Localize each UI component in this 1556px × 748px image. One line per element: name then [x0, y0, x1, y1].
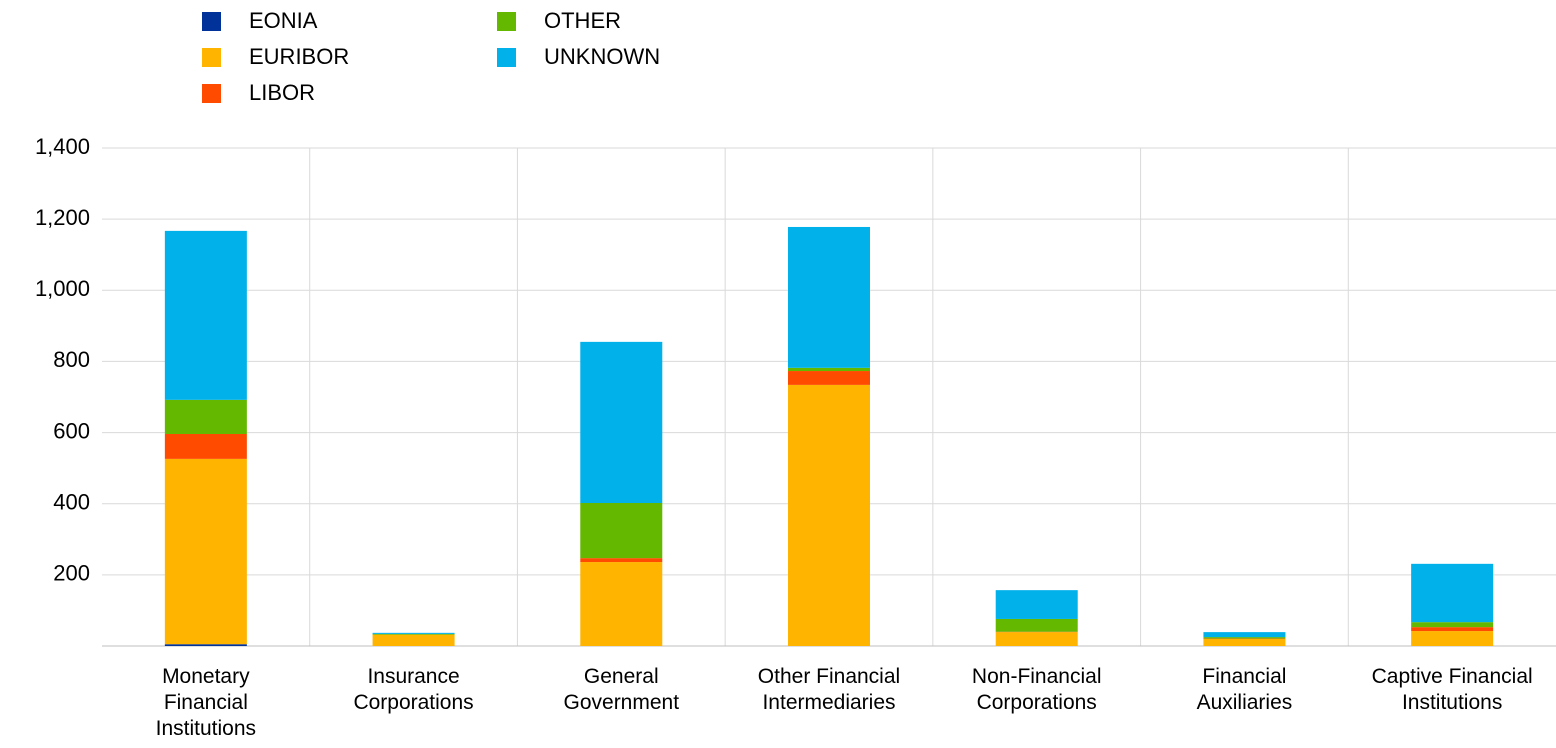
- legend-swatch: [202, 48, 221, 67]
- bar-segment: [580, 341, 663, 504]
- y-tick-label: 1,200: [35, 205, 90, 230]
- bar-segment: [164, 399, 247, 434]
- y-tick-label: 1,400: [35, 134, 90, 159]
- y-tick-label: 600: [53, 418, 90, 443]
- bar-segment: [1411, 627, 1494, 632]
- legend-label: OTHER: [544, 8, 621, 33]
- x-tick-label: Financial Auxiliaries: [1196, 665, 1293, 714]
- x-tick-label: Monetary Financial Institutions: [155, 665, 257, 740]
- bar-segment: [1203, 638, 1286, 646]
- bar-segment: [995, 618, 1078, 632]
- bar-segment: [1411, 563, 1494, 623]
- bar-segment: [164, 230, 247, 400]
- bar-segment: [164, 458, 247, 645]
- x-tick-label: General Government: [563, 665, 680, 714]
- x-tick-label: Non-Financial Corporations: [971, 665, 1102, 714]
- bar-segment: [372, 632, 455, 634]
- bar-segment: [1203, 632, 1286, 638]
- bar-segment: [372, 634, 455, 646]
- x-tick-label: Captive Financial Institutions: [1371, 665, 1533, 714]
- bar-segment: [788, 367, 870, 372]
- legend-label: EONIA: [249, 8, 318, 33]
- legend-swatch: [497, 48, 516, 67]
- bar-segment: [1411, 622, 1494, 628]
- bar-segment: [788, 226, 870, 368]
- bar-segment: [1411, 631, 1494, 646]
- bar-segment: [164, 644, 247, 646]
- bar-segment: [995, 632, 1078, 646]
- legend-label: EURIBOR: [249, 44, 349, 69]
- x-tick-label: Insurance Corporations: [353, 665, 474, 714]
- y-tick-label: 1,000: [35, 276, 90, 301]
- bar-segment: [995, 590, 1078, 619]
- legend-swatch: [497, 12, 516, 31]
- bar-segment: [1203, 637, 1286, 639]
- legend-label: LIBOR: [249, 80, 315, 105]
- y-tick-label: 800: [53, 347, 90, 372]
- legend-swatch: [202, 84, 221, 103]
- bar-segment: [580, 503, 663, 559]
- bar-segment: [580, 562, 663, 646]
- bar-segment: [788, 371, 870, 385]
- bar-segment: [580, 558, 663, 563]
- bar-segment: [164, 433, 247, 459]
- legend-label: UNKNOWN: [544, 44, 660, 69]
- x-tick-label: Other Financial Intermediaries: [757, 665, 901, 714]
- legend-swatch: [202, 12, 221, 31]
- bar-segment: [788, 384, 870, 646]
- y-tick-label: 400: [53, 490, 90, 515]
- bar-segment: [372, 633, 455, 635]
- y-tick-label: 200: [53, 561, 90, 586]
